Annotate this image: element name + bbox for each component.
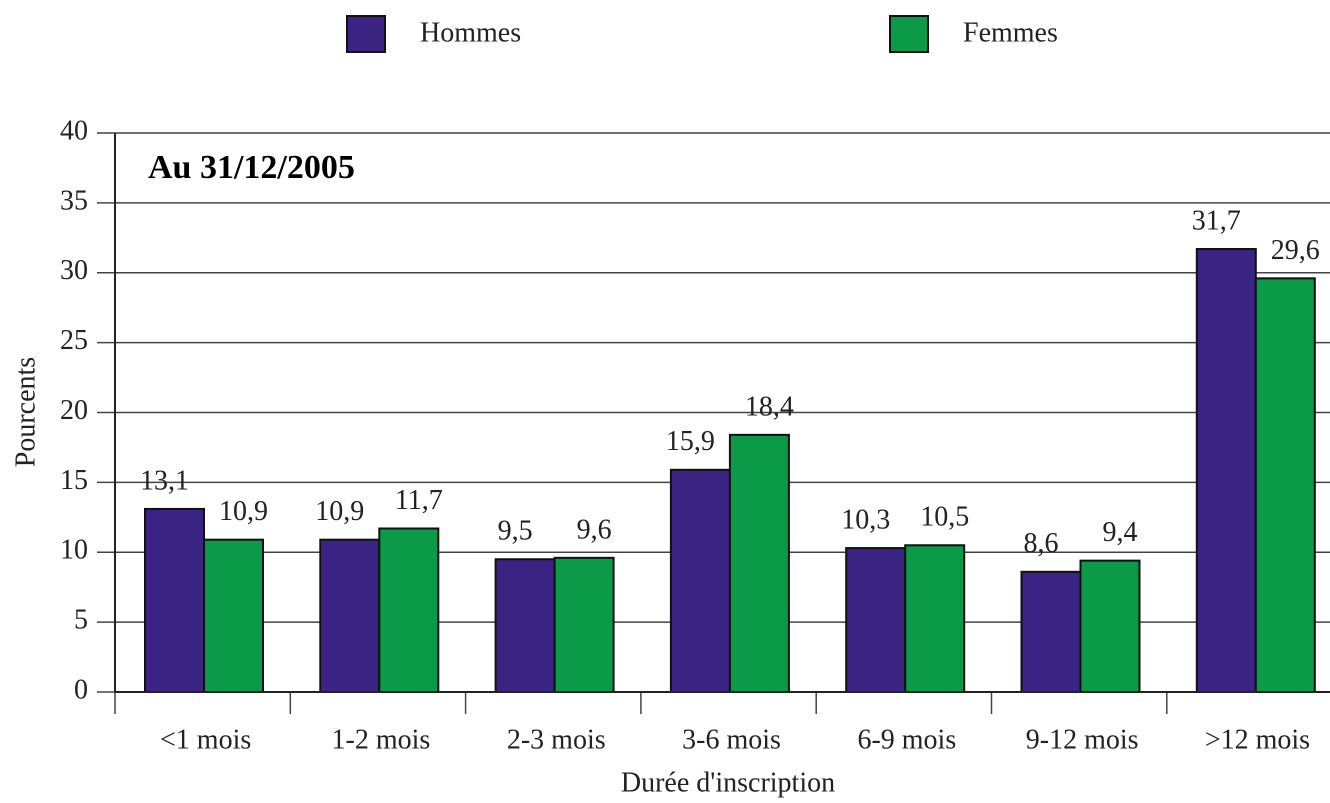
y-tick-label: 35 [60,185,88,216]
bar [144,507,205,693]
x-tick-label: 3-6 mois [682,724,781,755]
y-tick-label: 40 [60,115,88,146]
value-label: 18,4 [745,391,794,422]
value-label: 9,6 [577,514,612,545]
bar [494,558,556,693]
bar [1020,570,1082,693]
value-label: 10,9 [315,496,364,527]
y-tick-label: 10 [60,535,88,566]
value-label: 10,3 [841,504,890,535]
value-label: 9,5 [498,516,533,547]
legend-label: Hommes [420,17,521,48]
value-label: 10,9 [219,496,268,527]
value-label: 13,1 [140,465,189,496]
value-label: 15,9 [666,426,715,457]
value-label: 10,5 [920,502,969,533]
x-tick-label: 6-9 mois [857,724,956,755]
legend-label: Femmes [963,17,1058,48]
value-label: 11,7 [395,485,443,516]
bar [553,556,615,694]
legend-swatch [346,15,386,53]
y-axis-label: Pourcents [10,357,41,467]
y-tick-label: 20 [60,395,88,426]
value-label: 31,7 [1192,205,1241,236]
bar [1254,277,1316,693]
y-tick-label: 30 [60,255,88,286]
x-tick-label: 9-12 mois [1026,724,1139,755]
x-tick-label: 2-3 mois [507,724,606,755]
value-label: 29,6 [1271,235,1320,266]
y-tick-label: 5 [74,605,88,636]
bar [319,538,381,693]
bar [904,544,966,694]
x-tick-label: >12 mois [1205,724,1310,755]
legend-swatch [889,15,929,53]
bar [845,547,907,693]
x-tick-label: 1-2 mois [332,724,431,755]
bar [203,538,264,693]
x-axis-label: Durée d'inscription [621,767,835,798]
y-tick-label: 0 [74,674,88,705]
value-label: 8,6 [1024,528,1059,559]
x-tick-label: <1 mois [160,724,251,755]
bar [728,433,790,693]
value-label: 9,4 [1103,517,1138,548]
bar [1195,247,1257,693]
bar [378,527,440,693]
y-tick-label: 25 [60,325,88,356]
bar [1079,559,1141,694]
y-tick-label: 15 [60,465,88,496]
bar [669,468,731,693]
annotation: Au 31/12/2005 [148,149,355,186]
